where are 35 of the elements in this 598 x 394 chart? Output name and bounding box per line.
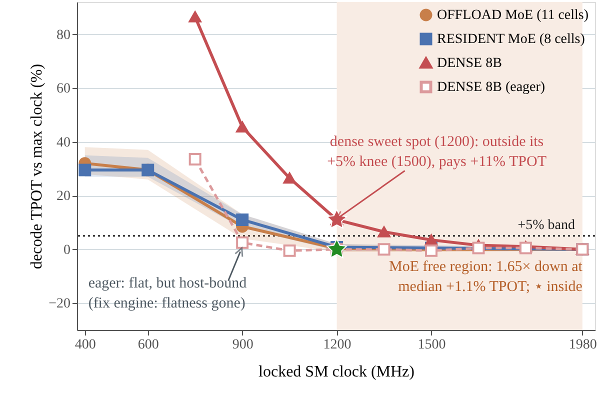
annotation: eager: flat, but host-bound (fix engine: flatness gone) — [88, 276, 248, 312]
legend-label: DENSE 8B — [437, 56, 502, 71]
point — [472, 242, 485, 254]
ref-line-label: +5% band — [518, 218, 575, 233]
band-label: MoE free region: 1.65× down at median +1.1% TPOT; ⋆ inside — [388, 259, 584, 295]
x-tick-label: 1500 — [418, 338, 446, 352]
point — [326, 238, 348, 258]
y-tick-label: 40 — [56, 135, 70, 150]
point — [378, 243, 390, 256]
legend-label: RESIDENT MoE (8 cells) — [437, 32, 586, 47]
y-tick-label: 60 — [56, 82, 70, 97]
y-tick-label: −20 — [48, 296, 70, 312]
y-axis-title: decode TPOT vs max clock (%) — [28, 64, 46, 270]
x-tick-label: 600 — [138, 338, 159, 352]
x-tick-label: 900 — [232, 338, 254, 352]
annotation: dense sweet spot (1200): outside its +5% knee (1500), pays +11% TPOT — [327, 134, 546, 170]
point — [236, 236, 249, 249]
point — [236, 121, 249, 133]
x-tick-label: 1200 — [323, 338, 352, 352]
y-tick-label: 0 — [64, 242, 70, 258]
point — [378, 226, 390, 238]
legend-label: OFFLOAD MoE (11 cells) — [437, 8, 589, 23]
point — [236, 214, 249, 226]
legend-label: DENSE 8B (eager) — [437, 80, 546, 95]
point — [425, 234, 438, 246]
x-tick-label: 400 — [74, 338, 96, 352]
x-tick-label: 1980 — [568, 338, 597, 352]
y-tick-label: 20 — [56, 189, 70, 204]
point — [283, 244, 296, 257]
point — [188, 153, 202, 166]
x-axis-title: locked SM clock (MHz) — [258, 364, 414, 380]
point — [283, 172, 296, 184]
y-tick-label: 80 — [56, 28, 70, 43]
point — [188, 11, 202, 22]
point — [78, 164, 92, 176]
